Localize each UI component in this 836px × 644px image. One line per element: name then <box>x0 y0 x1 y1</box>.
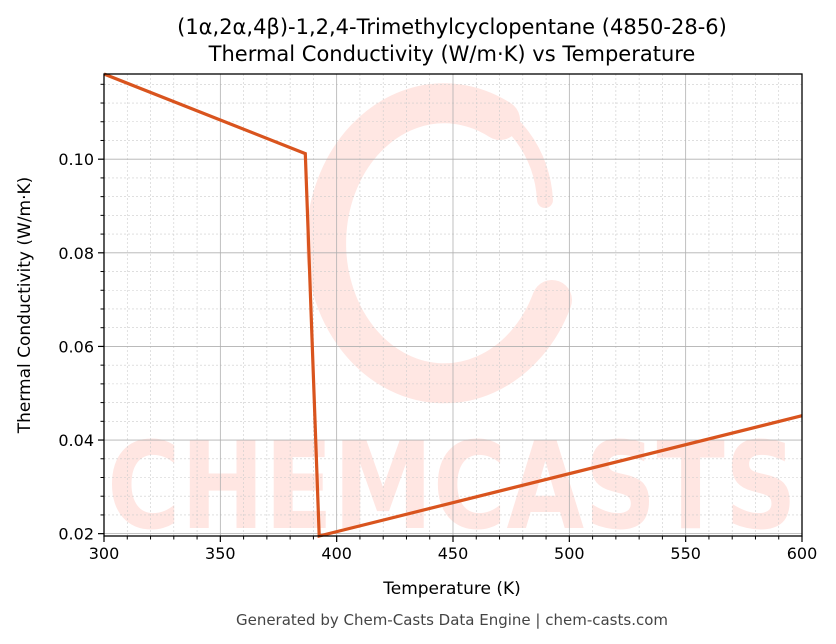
watermark: CHEMCASTS <box>107 83 797 557</box>
x-tick-label: 500 <box>554 544 585 563</box>
y-tick-label: 0.10 <box>58 150 94 169</box>
watermark-logo-icon <box>306 83 572 404</box>
footer-credit: Generated by Chem-Casts Data Engine | ch… <box>236 611 668 629</box>
x-axis-label: Temperature (K) <box>382 579 521 599</box>
x-tick-label: 550 <box>670 544 701 563</box>
y-tick-label: 0.04 <box>58 431 94 450</box>
x-tick-label: 600 <box>787 544 818 563</box>
series-layer <box>103 72 803 539</box>
x-tick-label: 350 <box>205 544 236 563</box>
x-tick-label: 450 <box>438 544 469 563</box>
chart-subtitle: Thermal Conductivity (W/m·K) vs Temperat… <box>208 42 696 66</box>
series-line <box>103 72 803 539</box>
y-tick-label: 0.06 <box>58 337 94 356</box>
x-tick-label: 400 <box>321 544 352 563</box>
chart-title: (1α,2α,4β)-1,2,4-Trimethylcyclopentane (… <box>177 15 727 39</box>
y-tick-label: 0.02 <box>58 525 94 544</box>
y-axis-label: Thermal Conductivity (W/m·K) <box>15 177 35 435</box>
axis-ticks: 300 350 400 450 500 550 600 0.02 0.04 0.06 0.08 0.1… <box>58 83 818 563</box>
y-tick-label: 0.08 <box>58 244 94 263</box>
x-tick-label: 300 <box>89 544 120 563</box>
